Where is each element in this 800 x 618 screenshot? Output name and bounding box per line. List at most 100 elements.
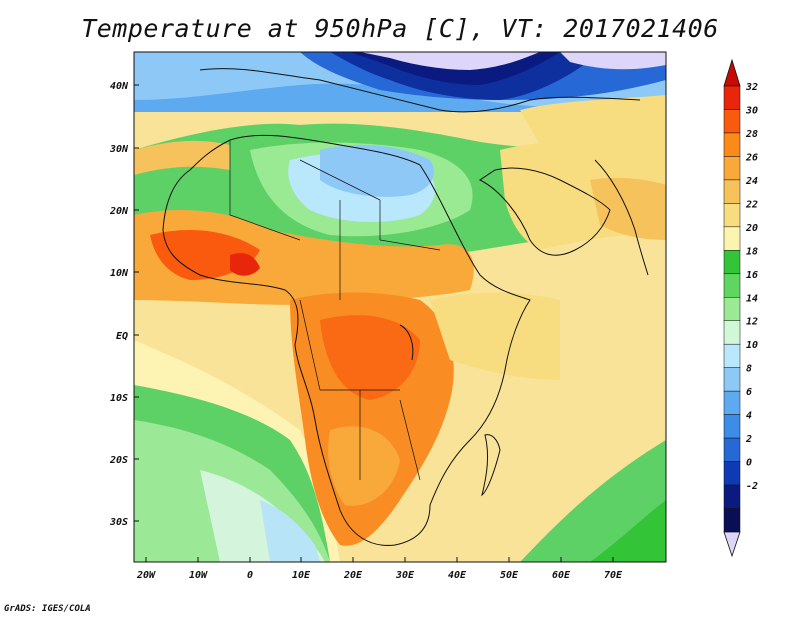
colorbar-swatch	[723, 203, 741, 228]
country-borders	[229, 140, 441, 481]
field-westafrica-hotspot	[230, 253, 260, 276]
svg-text:20N: 20N	[109, 206, 129, 217]
svg-text:20E: 20E	[343, 570, 363, 581]
colorbar-bottom-arrow	[723, 531, 741, 558]
x-tick: 20W	[136, 557, 156, 581]
colorbar-top-arrow	[723, 58, 741, 87]
x-tick: 70E	[604, 557, 623, 581]
colorbar-swatch	[723, 437, 741, 462]
y-axis: 40N 30N 20N 10N EQ 10S 20S 30S	[109, 81, 139, 528]
colorbar-label: 6	[746, 387, 752, 398]
y-tick: 10N	[110, 268, 139, 279]
svg-text:10S: 10S	[110, 393, 128, 404]
field-iran-yellow	[520, 95, 666, 145]
x-tick: 60E	[552, 557, 571, 581]
y-tick: 10S	[110, 393, 139, 404]
colorbar-label: 30	[745, 105, 758, 116]
colorbar-swatch	[723, 109, 741, 134]
colorbar-label: -2	[746, 481, 758, 492]
x-tick: 10E	[292, 557, 311, 581]
colorbar-swatch	[723, 226, 741, 251]
colorbar-label: 24	[745, 176, 758, 187]
europe-coast	[199, 68, 641, 113]
madagascar-coast	[481, 434, 501, 497]
svg-text:50E: 50E	[500, 570, 519, 581]
colorbar-label: 12	[746, 317, 758, 328]
colorbar-label: 4	[746, 411, 752, 422]
x-tick: 30E	[395, 557, 415, 581]
temperature-field	[134, 52, 666, 562]
colorbar-label: 0	[746, 458, 752, 469]
colorbar-swatch	[723, 273, 741, 298]
africa-coast	[162, 134, 531, 546]
colorbar-label: 10	[746, 340, 758, 351]
y-tick: 20N	[109, 206, 139, 217]
field-south-orange	[328, 426, 400, 506]
footer-credit: GrADS: IGES/COLA	[4, 604, 91, 614]
colorbar-swatch	[723, 250, 741, 275]
y-tick: 20S	[109, 455, 139, 466]
svg-text:20S: 20S	[109, 455, 128, 466]
colorbar-swatch	[723, 320, 741, 345]
svg-text:10W: 10W	[189, 570, 208, 581]
x-tick: 0	[247, 557, 253, 581]
x-tick: 50E	[500, 557, 519, 581]
svg-text:10E: 10E	[292, 570, 311, 581]
field-io-green2	[590, 500, 666, 562]
india-coast	[594, 159, 649, 276]
colorbar-label: 8	[746, 364, 752, 375]
colorbar-swatch	[723, 156, 741, 181]
field-central-red	[320, 315, 420, 400]
colorbar-swatch	[723, 297, 741, 321]
colorbar-label: 28	[745, 129, 758, 140]
coastlines	[162, 68, 649, 546]
lake-victoria	[399, 324, 414, 361]
colorbar-label: 18	[746, 246, 758, 257]
colorbar-swatch	[723, 179, 741, 204]
field-europe-coldest	[360, 52, 540, 70]
field-eastafrica-yellow	[430, 292, 560, 380]
x-tick: 40E	[448, 557, 467, 581]
svg-text:60E: 60E	[552, 570, 571, 581]
colorbar-swatch	[723, 85, 741, 110]
svg-text:EQ: EQ	[116, 331, 128, 342]
field-sa-cyan	[260, 500, 320, 562]
y-tick: 30N	[109, 144, 139, 155]
colorbar-swatch	[723, 484, 741, 509]
svg-text:30N: 30N	[109, 144, 129, 155]
colorbar-swatch	[723, 390, 741, 415]
plot-frame	[133, 51, 667, 563]
svg-text:20W: 20W	[136, 570, 156, 581]
x-axis: 20W 10W 0 10E 20E 30E 40E 50E 60E 70E	[136, 557, 623, 581]
map-title: Temperature at 950hPa [C], VT: 201702140…	[81, 14, 719, 43]
y-tick: 40N	[110, 81, 139, 92]
svg-text:40N: 40N	[110, 81, 129, 92]
colorbar-label: 32	[745, 82, 758, 93]
svg-text:30S: 30S	[109, 517, 128, 528]
y-tick: 30S	[109, 517, 139, 528]
colorbar-swatch	[723, 508, 741, 533]
svg-text:30E: 30E	[395, 570, 415, 581]
field-morocco-warm	[134, 140, 230, 175]
colorbar-label: 14	[746, 293, 758, 304]
colorbar-label: 22	[745, 199, 758, 210]
colorbar-swatch	[723, 367, 741, 392]
colorbar-swatch	[723, 461, 741, 486]
colorbar-swatch	[723, 414, 741, 439]
colorbar-label: 20	[745, 223, 758, 234]
colorbar-swatches	[723, 85, 741, 533]
colorbar-label: 16	[746, 270, 758, 281]
arabia-coast	[479, 167, 611, 256]
colorbar-swatch	[723, 343, 741, 368]
colorbar-label: 26	[745, 152, 758, 163]
colorbar-swatch	[723, 132, 741, 157]
y-tick: EQ	[116, 331, 139, 342]
svg-text:70E: 70E	[604, 570, 623, 581]
svg-text:40E: 40E	[448, 570, 467, 581]
field-asia-coldest	[560, 52, 666, 70]
x-tick: 10W	[189, 557, 208, 581]
field-india-warm	[590, 177, 666, 240]
